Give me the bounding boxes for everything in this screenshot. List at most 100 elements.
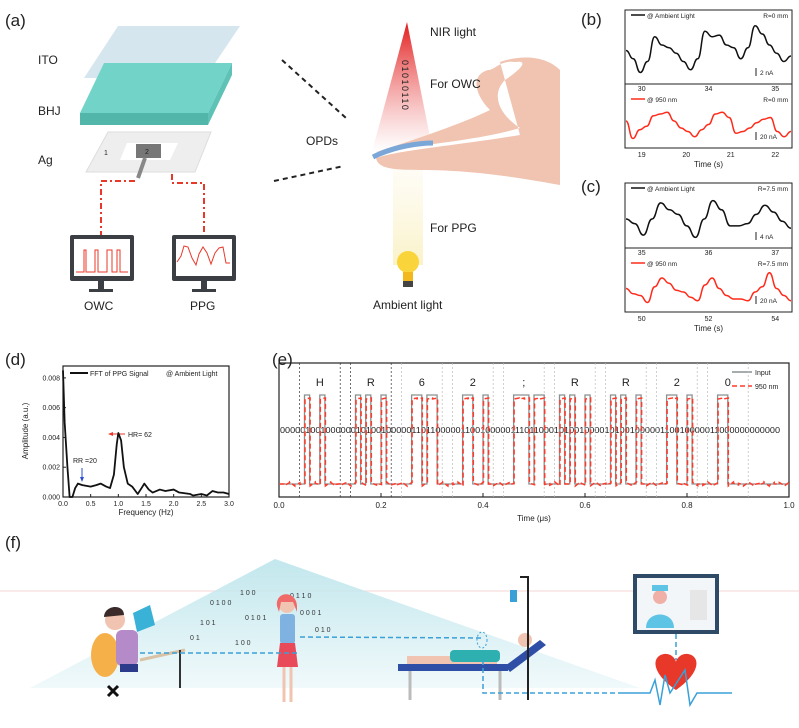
note-c-top: R=7.5 mm [758,186,788,193]
zoom-dashed-line-upper [281,59,347,119]
y-tick-label-d: 0.004 [42,435,60,442]
tick-label-b-bottom: 22 [771,152,779,159]
scale-label-c-top: 4 nA [760,234,774,241]
x-tick-label-e: 0.2 [375,501,387,510]
tick-label-b-bottom: 21 [727,152,735,159]
x-axis-label-c: Time (s) [694,324,723,333]
950nm-trace [279,397,790,488]
nir-beam-bits: 01010110 [400,60,410,111]
legend-label-b-bottom: @ 950 nm [647,97,677,104]
x-tick-label-d: 1.5 [141,501,151,508]
bhj-layer-side [80,113,208,125]
legend-label-input: Input [755,370,771,377]
note-c-bottom: R=7.5 mm [758,261,788,268]
legend-label-d: FFT of PPG Signal [90,371,149,378]
light-bulb-icon [397,251,419,287]
for-ppg-label: For PPG [430,221,477,235]
owc-label: OWC [84,299,114,313]
plot-frame-b [624,9,793,149]
y-tick-label-d: 0.008 [42,375,60,382]
hospital-bed-illustration [398,576,546,700]
legend-label-b-top: @ Ambient Light [647,13,695,20]
panel-d: (d) FFT of PPG Signal @ Ambient Light Fr… [5,350,234,517]
svg-text:0 1 0 0: 0 1 0 0 [210,600,232,607]
trace-b-bottom [625,111,792,140]
layer-label-ag: Ag [38,153,53,167]
x-tick-label-d: 0.0 [58,501,68,508]
office-worker-illustration [91,605,186,698]
electrode-label-1: 1 [104,150,108,157]
legend-label-c-bottom: @ 950 nm [647,261,677,268]
svg-text:1 0 1: 1 0 1 [200,620,216,627]
char-label: R [571,377,579,389]
panel-a: (a) ITO BHJ Ag 1 2 OWC PPG [5,11,560,313]
y-tick-label-d: 0.002 [42,465,60,472]
char-label: 6 [419,377,425,389]
svg-text:0 1: 0 1 [190,635,200,642]
char-label: H [316,377,324,389]
svg-text:0 1 1 0: 0 1 1 0 [290,593,312,600]
ambient-light-label: Ambient light [373,298,443,312]
fft-trace [62,370,230,498]
panel-f: (f) 0 1 0 0 1 0 0 0 1 1 0 1 0 1 0 1 0 1 0 0 … [0,533,799,708]
rr-arrow-head [80,477,84,482]
x-axis-label-e: Time (μs) [517,514,551,523]
x-axis-label-d: Frequency (Hz) [118,508,173,517]
tick-label-c-top: 36 [705,250,713,257]
trace-c-bottom [625,271,792,304]
legend-label-950nm: 950 nm [755,384,779,391]
tick-label-c-bottom: 50 [638,316,646,323]
owc-monitor-icon [70,235,134,292]
doctor-monitor-illustration [633,574,719,634]
x-tick-label-e: 0.0 [273,501,285,510]
y-tick-label-d: 0.000 [42,495,60,502]
panel-e: (e) 000001001000000101001000001101100000… [272,350,795,523]
opds-label: OPDs [306,134,338,148]
y-tick-label-d: 0.006 [42,405,60,412]
x-tick-label-e: 1.0 [783,501,795,510]
for-owc-label: For OWC [430,77,481,91]
opd-device-strip [371,140,434,160]
panel-b: (b) @ Ambient Light R=0 mm 2 nA 30 34 35 @ 950… [581,9,793,169]
panel-c: (c) @ Ambient Light R=7.5 mm 4 nA 35 36 37 @ 9… [581,177,793,333]
tick-label-b-bottom: 19 [638,152,646,159]
panel-label-f: (f) [5,533,21,552]
scale-label-c-bottom: 20 nA [760,298,778,305]
ppg-monitor-icon [172,235,236,292]
heart-rate-icon [620,653,732,708]
svg-text:1 0 0: 1 0 0 [240,590,256,597]
char-label: 2 [470,377,476,389]
scale-label-b-bottom: 20 nA [760,134,778,141]
char-label: 2 [674,377,680,389]
char-label: R [622,377,630,389]
ambient-light-beam [393,165,423,265]
x-tick-label-d: 3.0 [224,501,234,508]
rr-annotation: RR =20 [73,458,97,465]
nir-light-beam [372,22,432,152]
tick-label-b-top: 30 [638,86,646,93]
char-label: 0 [725,377,731,389]
note-b-bottom: R=0 mm [763,97,788,104]
panel-label-a: (a) [5,11,26,30]
note-b-top: R=0 mm [763,13,788,20]
tick-label-b-top: 34 [705,86,713,93]
svg-text:1 0 0: 1 0 0 [235,640,251,647]
layer-label-ito: ITO [38,53,58,67]
tick-label-c-top: 35 [638,250,646,257]
x-tick-label-d: 0.5 [86,501,96,508]
panel-label-e: (e) [272,350,293,369]
y-axis-label-d: Amplitude (a.u.) [21,402,30,459]
panel-label-b: (b) [581,10,602,29]
tick-label-c-top: 37 [771,250,779,257]
panel-label-d: (d) [5,350,26,369]
electrode-label-2: 2 [145,149,149,156]
svg-text:0 0 0 1: 0 0 0 1 [300,610,322,617]
finger-illustration [376,57,560,185]
char-label: ; [522,377,525,389]
x-axis-label-b: Time (s) [694,160,723,169]
trace-c-top [625,199,792,239]
tick-label-c-bottom: 52 [705,316,713,323]
legend-note-d: @ Ambient Light [166,371,218,378]
legend-label-c-top: @ Ambient Light [647,186,695,193]
